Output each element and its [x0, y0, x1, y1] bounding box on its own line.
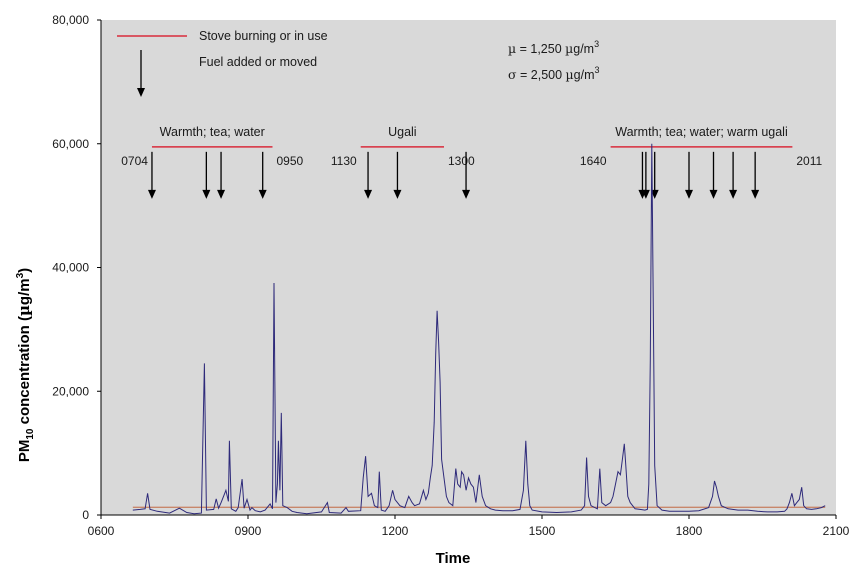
y-axis-title: PM10 concentration (µg/m3) [15, 268, 36, 462]
fuel-arrow [217, 151, 226, 199]
x-axis-title: Time [436, 550, 471, 567]
x-tick-labels: 0600 0900 1200 1500 1800 2100 [88, 524, 850, 538]
fuel-arrow [147, 151, 156, 199]
legend-fuel-label: Fuel added or moved [199, 55, 317, 69]
x-tick-label: 0600 [88, 524, 115, 538]
stove-period-start: 0704 [121, 154, 148, 168]
fuel-arrow [751, 151, 760, 199]
y-tick-label: 40,000 [52, 261, 89, 275]
pm10-series-line [132, 143, 826, 515]
plot-area [101, 20, 836, 515]
stove-period-end: 0950 [277, 154, 304, 168]
x-tick-label: 1200 [382, 524, 409, 538]
y-tick-label: 20,000 [52, 384, 89, 398]
y-tick-label: 80,000 [52, 13, 89, 27]
stove-period-label: Ugali [388, 125, 417, 139]
stat-mu: µ = 1,250 µg/m3 [508, 39, 599, 56]
legend-stove-label: Stove burning or in use [199, 29, 328, 43]
stove-periods: Warmth; tea; water 0704 0950 Ugali 1130 1300 W… [121, 125, 822, 168]
fuel-arrow [729, 151, 738, 199]
stove-period-end: 2011 [796, 154, 822, 168]
y-tick-label: 60,000 [52, 137, 89, 151]
fuel-arrows [147, 151, 760, 199]
axes [97, 19, 837, 519]
y-tick-labels: 0 20,000 40,000 60,000 80,000 [52, 13, 89, 522]
y-tick-label: 0 [82, 508, 89, 522]
legend-arrow-shape [137, 50, 145, 97]
fuel-arrow [641, 151, 650, 199]
x-tick-label: 1500 [529, 524, 556, 538]
stove-period-start: 1640 [580, 154, 607, 168]
x-tick-label: 2100 [823, 524, 850, 538]
svg-text:PM10 concentration (µg/m3): PM10 concentration (µg/m3) [15, 268, 36, 462]
fuel-arrow [202, 151, 211, 199]
fuel-arrow [364, 151, 373, 199]
stat-sigma: σ = 2,500 µg/m3 [508, 65, 600, 82]
x-tick-label: 0900 [235, 524, 262, 538]
legend-fuel-arrow [137, 50, 145, 97]
fuel-arrow [685, 151, 693, 199]
stats: µ = 1,250 µg/m3 σ = 2,500 µg/m3 [508, 39, 600, 82]
fuel-arrow [462, 151, 471, 199]
stove-period-end: 1300 [448, 154, 475, 168]
stove-period-label: Warmth; tea; water; warm ugali [615, 125, 788, 139]
stove-period-start: 1130 [331, 154, 357, 168]
fuel-arrow [258, 151, 267, 199]
stove-period-label: Warmth; tea; water [160, 125, 265, 139]
x-tick-label: 1800 [676, 524, 703, 538]
fuel-arrow [393, 151, 402, 199]
fuel-arrow [709, 151, 718, 199]
legend: Stove burning or in use Fuel added or mo… [117, 29, 328, 97]
